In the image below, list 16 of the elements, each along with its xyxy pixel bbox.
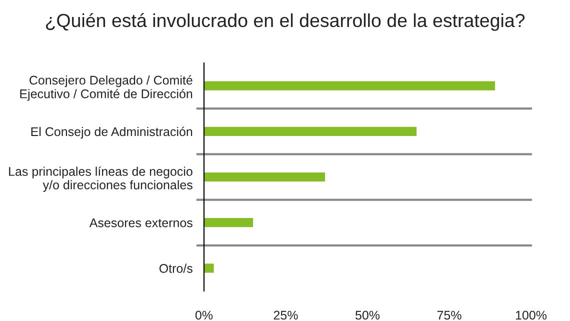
bar	[204, 126, 417, 136]
bar	[204, 81, 496, 90]
x-tick-label: 25%	[274, 310, 298, 320]
chart-title: ¿Quién está involucrado en el desarrollo de la estrategia?	[46, 13, 525, 31]
x-tick-label: 100%	[516, 310, 547, 320]
x-tick-label: 75%	[437, 310, 462, 320]
x-tick-label: 50%	[355, 310, 380, 320]
bar	[204, 264, 214, 273]
bar	[204, 172, 325, 182]
x-tick-label: 0%	[195, 310, 213, 320]
y-tick-label: Consejero Delegado / Comité Ejecutivo / Comité de Dirección	[20, 75, 192, 101]
bar	[204, 218, 254, 228]
y-tick-label: Asesores externos	[89, 218, 192, 228]
y-tick-label: Otro/s	[159, 264, 192, 273]
y-tick-label: El Consejo de Administración	[31, 126, 192, 139]
y-tick-label: Las principales líneas de negocio y/o direcciones funcionales	[9, 166, 192, 192]
